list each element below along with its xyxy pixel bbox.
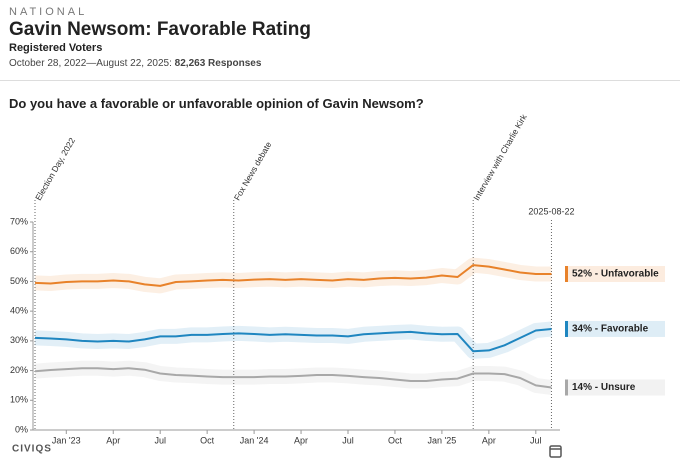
series-label: 14% - Unsure [572, 382, 636, 393]
series-line [34, 264, 552, 287]
event-label: Fox News debate [232, 140, 274, 203]
label-swatch [565, 320, 568, 337]
kicker: NATIONAL [9, 6, 88, 18]
x-tick-label: Jan '23 [52, 435, 81, 445]
y-tick-label: 40% [10, 306, 28, 316]
series-line [34, 367, 552, 389]
end-date: 2025-08-22 [528, 206, 574, 216]
event-label: Election Day, 2022 [33, 136, 77, 202]
label-bg [565, 320, 665, 337]
y-tick-label: 60% [10, 246, 28, 256]
confidence-band [34, 257, 552, 294]
y-tick-label: 70% [10, 216, 28, 226]
event-label: Interview with Charlie Kirk [471, 112, 529, 202]
x-tick-label: Apr [482, 435, 496, 445]
confidence-band [34, 360, 553, 395]
dates: October 28, 2022—August 22, 2025: 82,263… [9, 58, 261, 69]
label-bg [565, 266, 665, 282]
x-tick-label: Apr [106, 435, 120, 445]
series-label: 52% - Unfavorable [572, 269, 659, 280]
x-tick-label: Oct [388, 435, 403, 445]
x-tick-label: Apr [294, 435, 308, 445]
question: Do you have a favorable or unfavorable o… [9, 96, 424, 111]
x-tick-label: Jan '25 [428, 435, 457, 445]
responses: 82,263 Responses [174, 58, 262, 69]
y-tick-label: 20% [10, 365, 28, 375]
y-tick-label: 0% [15, 424, 28, 434]
label-bg [565, 379, 665, 396]
x-tick-label: Jul [342, 435, 354, 445]
x-tick-label: Oct [200, 435, 215, 445]
x-tick-label: Jul [530, 435, 542, 445]
series-line [34, 328, 552, 353]
series-label: 34% - Favorable [572, 324, 649, 335]
subtitle: Registered Voters [9, 42, 103, 54]
y-tick-label: 30% [10, 335, 28, 345]
separator [0, 80, 680, 81]
logo: CIVIQS [12, 444, 52, 455]
date-range: October 28, 2022—August 22, 2025: [9, 58, 172, 69]
label-swatch [565, 379, 568, 396]
x-tick-label: Jan '24 [240, 435, 269, 445]
label-swatch [565, 266, 568, 282]
y-tick-label: 50% [10, 276, 28, 286]
title: Gavin Newsom: Favorable Rating [9, 19, 311, 40]
x-tick-label: Jul [154, 435, 166, 445]
y-tick-label: 10% [10, 395, 28, 405]
calendar-icon[interactable] [549, 445, 562, 458]
